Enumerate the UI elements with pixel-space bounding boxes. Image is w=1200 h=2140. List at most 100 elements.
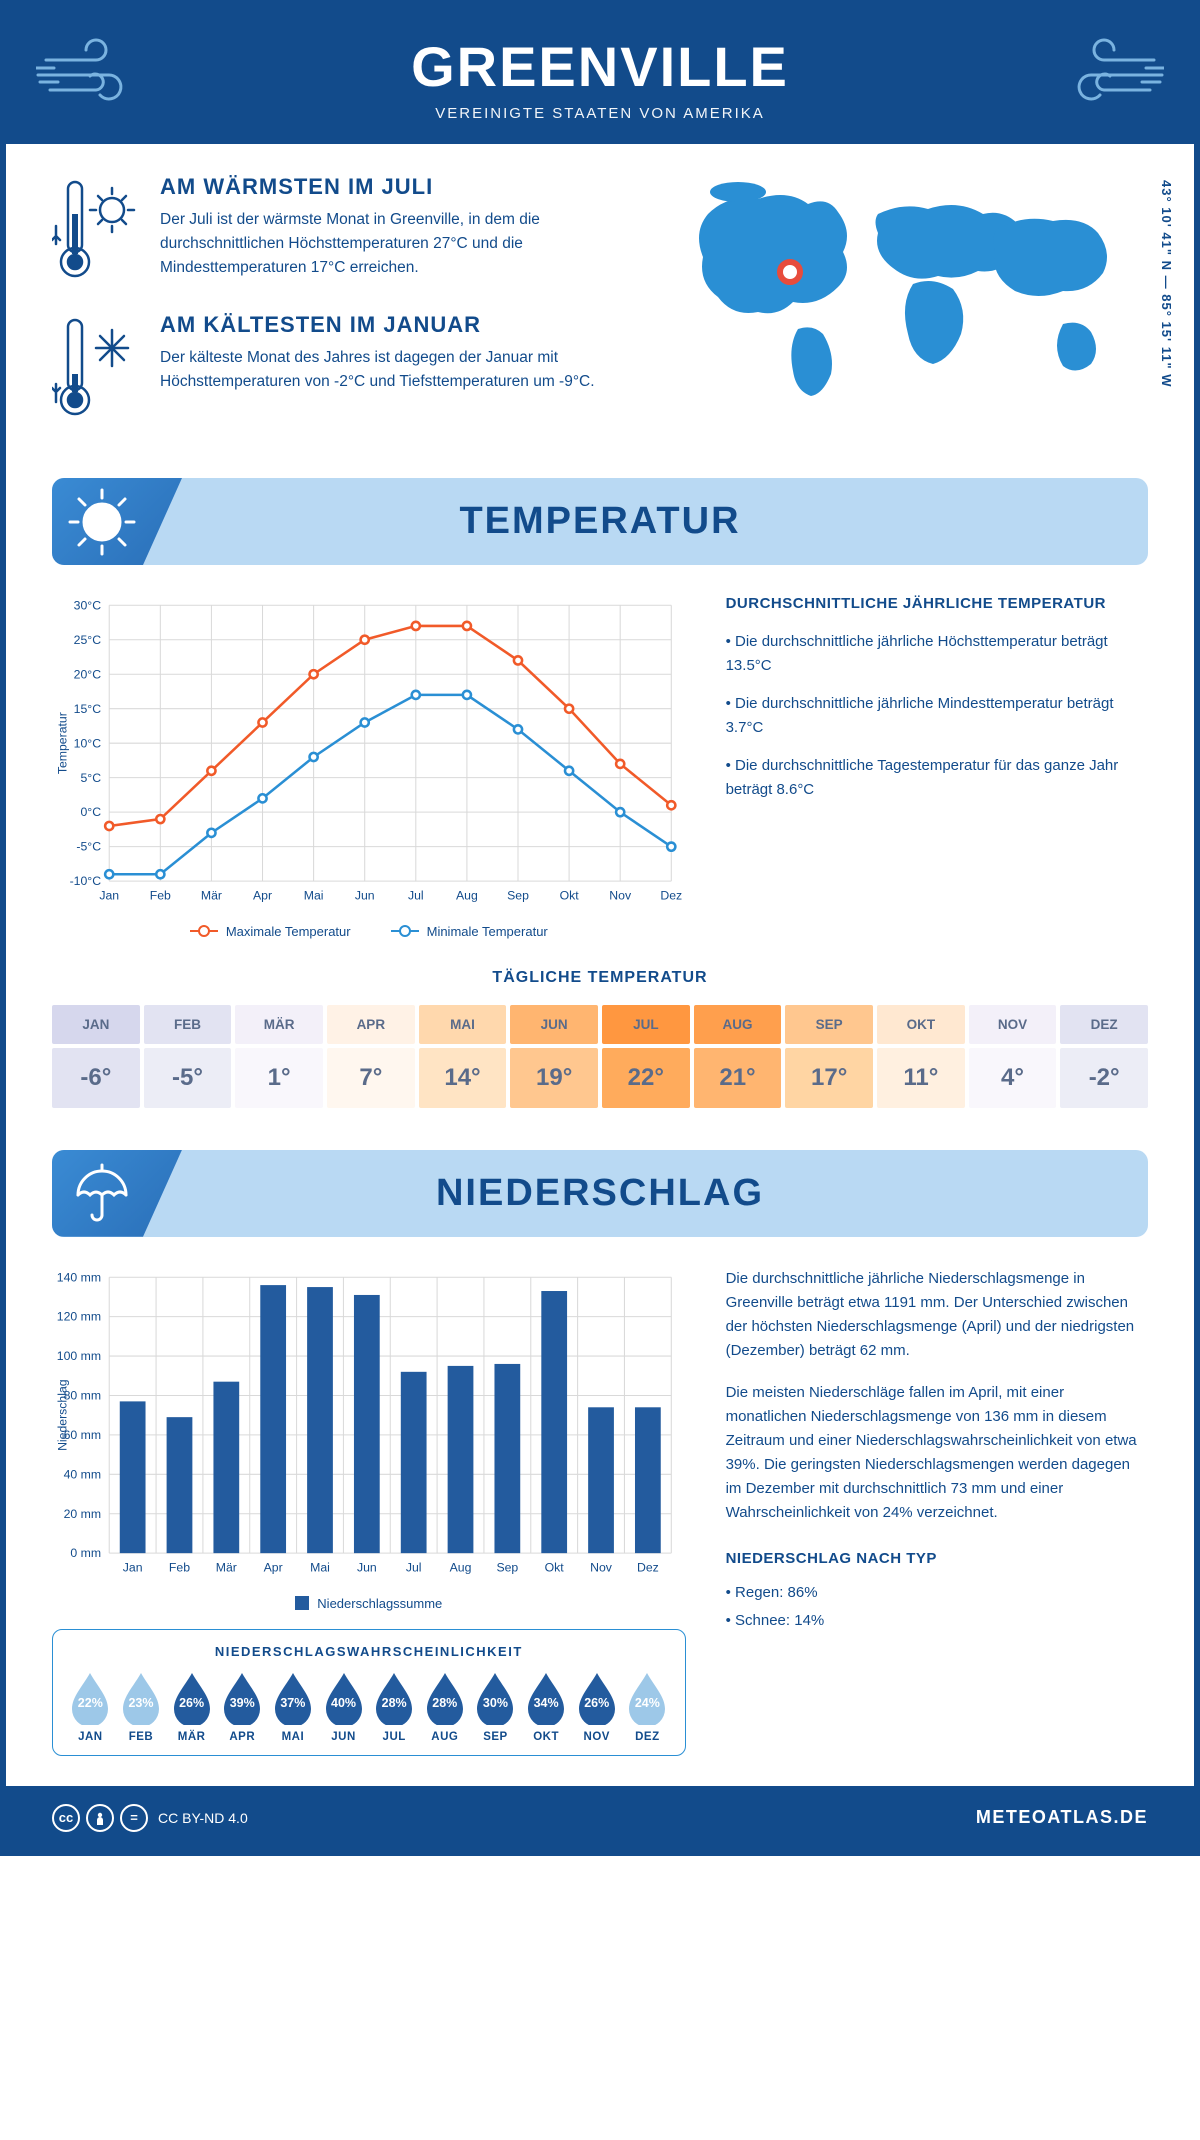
svg-text:Jul: Jul <box>406 1560 422 1574</box>
sun-icon <box>52 478 182 565</box>
svg-text:40 mm: 40 mm <box>64 1467 101 1481</box>
svg-text:Okt: Okt <box>560 889 580 903</box>
daily-month: APR <box>327 1005 415 1044</box>
warmest-block: AM WÄRMSTEN IM JULI Der Juli ist der wär… <box>52 174 638 284</box>
svg-text:Okt: Okt <box>545 1560 565 1574</box>
svg-text:Sep: Sep <box>496 1560 518 1574</box>
drop-item: 28% AUG <box>421 1671 468 1743</box>
daily-value: 11° <box>877 1048 965 1108</box>
daily-value: 7° <box>327 1048 415 1108</box>
svg-text:Jun: Jun <box>357 1560 377 1574</box>
page-footer: cc = CC BY-ND 4.0 METEOATLAS.DE <box>6 1786 1194 1850</box>
svg-text:Mai: Mai <box>310 1560 330 1574</box>
svg-text:0°C: 0°C <box>80 805 101 819</box>
precip-p1: Die durchschnittliche jährliche Niedersc… <box>726 1267 1148 1363</box>
thermometer-cold-icon <box>52 312 142 422</box>
drop-item: 28% JUL <box>371 1671 418 1743</box>
svg-text:-5°C: -5°C <box>76 840 101 854</box>
svg-text:Sep: Sep <box>507 889 529 903</box>
umbrella-icon <box>52 1150 182 1237</box>
legend-precip: Niederschlagssumme <box>295 1596 442 1611</box>
daily-month: JUL <box>602 1005 690 1044</box>
svg-text:10°C: 10°C <box>74 736 102 750</box>
coordinates: 43° 10' 41" N — 85° 15' 11" W <box>1159 180 1174 388</box>
svg-text:-10°C: -10°C <box>70 874 102 888</box>
thermometer-hot-icon <box>52 174 142 284</box>
precip-type1: • Regen: 86% <box>726 1581 1148 1605</box>
drop-item: 26% NOV <box>573 1671 620 1743</box>
precipitation-chart: 0 mm20 mm40 mm60 mm80 mm100 mm120 mm140 … <box>52 1267 686 1611</box>
svg-text:20°C: 20°C <box>74 667 102 681</box>
section-temperature: TEMPERATUR <box>52 478 1148 565</box>
svg-text:Mär: Mär <box>201 889 222 903</box>
svg-text:Apr: Apr <box>253 889 272 903</box>
drop-item: 23% FEB <box>118 1671 165 1743</box>
precip-type2: • Schnee: 14% <box>726 1609 1148 1633</box>
svg-text:Mär: Mär <box>216 1560 237 1574</box>
svg-text:25°C: 25°C <box>74 633 102 647</box>
svg-text:100 mm: 100 mm <box>57 1349 101 1363</box>
svg-text:5°C: 5°C <box>80 771 101 785</box>
drop-item: 30% SEP <box>472 1671 519 1743</box>
daily-value: 1° <box>235 1048 323 1108</box>
daily-value: 21° <box>694 1048 782 1108</box>
drop-item: 40% JUN <box>320 1671 367 1743</box>
svg-text:Nov: Nov <box>609 889 632 903</box>
daily-month: AUG <box>694 1005 782 1044</box>
world-map: 43° 10' 41" N — 85° 15' 11" W <box>668 174 1148 404</box>
daily-temp-grid: JANFEBMÄRAPRMAIJUNJULAUGSEPOKTNOVDEZ-6°-… <box>52 1005 1148 1108</box>
cold-text: Der kälteste Monat des Jahres ist dagege… <box>160 346 638 394</box>
daily-month: FEB <box>144 1005 232 1044</box>
drop-item: 34% OKT <box>523 1671 570 1743</box>
site-name: METEOATLAS.DE <box>976 1807 1148 1828</box>
drop-item: 39% APR <box>219 1671 266 1743</box>
by-icon <box>86 1804 114 1832</box>
temp-side-p2: • Die durchschnittliche jährliche Mindes… <box>726 692 1148 740</box>
svg-text:Jan: Jan <box>123 1560 143 1574</box>
nd-icon: = <box>120 1804 148 1832</box>
daily-value: -6° <box>52 1048 140 1108</box>
daily-month: NOV <box>969 1005 1057 1044</box>
section-precipitation: NIEDERSCHLAG <box>52 1150 1148 1237</box>
daily-value: 19° <box>510 1048 598 1108</box>
legend-max: Maximale Temperatur <box>190 924 351 939</box>
svg-text:15°C: 15°C <box>74 702 102 716</box>
warm-title: AM WÄRMSTEN IM JULI <box>160 174 638 200</box>
svg-text:Jan: Jan <box>99 889 119 903</box>
precip-p2: Die meisten Niederschläge fallen im Apri… <box>726 1381 1148 1525</box>
daily-value: 4° <box>969 1048 1057 1108</box>
svg-text:Feb: Feb <box>150 889 171 903</box>
daily-value: 22° <box>602 1048 690 1108</box>
svg-text:20 mm: 20 mm <box>64 1507 101 1521</box>
cc-icons: cc = <box>52 1804 148 1832</box>
daily-title: TÄGLICHE TEMPERATUR <box>52 969 1148 987</box>
drop-item: 24% DEZ <box>624 1671 671 1743</box>
daily-month: JUN <box>510 1005 598 1044</box>
daily-month: MAI <box>419 1005 507 1044</box>
precipitation-probability: NIEDERSCHLAGSWAHRSCHEINLICHKEIT 22% JAN … <box>52 1629 686 1756</box>
cold-title: AM KÄLTESTEN IM JANUAR <box>160 312 638 338</box>
svg-text:120 mm: 120 mm <box>57 1310 101 1324</box>
svg-text:Apr: Apr <box>264 1560 283 1574</box>
drop-item: 22% JAN <box>67 1671 114 1743</box>
svg-text:Dez: Dez <box>660 889 682 903</box>
daily-month: MÄR <box>235 1005 323 1044</box>
svg-text:Niederschlag: Niederschlag <box>55 1379 69 1451</box>
svg-text:Mai: Mai <box>304 889 324 903</box>
precip-type-title: NIEDERSCHLAG NACH TYP <box>726 1547 1148 1571</box>
svg-text:0 mm: 0 mm <box>70 1546 101 1560</box>
temp-side-p1: • Die durchschnittliche jährliche Höchst… <box>726 630 1148 678</box>
license-text: CC BY-ND 4.0 <box>158 1810 248 1826</box>
daily-month: JAN <box>52 1005 140 1044</box>
daily-value: 17° <box>785 1048 873 1108</box>
legend-min: Minimale Temperatur <box>391 924 548 939</box>
drop-item: 37% MAI <box>270 1671 317 1743</box>
country-subtitle: VEREINIGTE STAATEN VON AMERIKA <box>26 105 1174 122</box>
drop-item: 26% MÄR <box>168 1671 215 1743</box>
svg-text:Aug: Aug <box>450 1560 472 1574</box>
coldest-block: AM KÄLTESTEN IM JANUAR Der kälteste Mona… <box>52 312 638 422</box>
daily-value: -2° <box>1060 1048 1148 1108</box>
daily-value: 14° <box>419 1048 507 1108</box>
temperature-chart: -10°C-5°C0°C5°C10°C15°C20°C25°C30°CJanFe… <box>52 595 686 939</box>
cc-icon: cc <box>52 1804 80 1832</box>
